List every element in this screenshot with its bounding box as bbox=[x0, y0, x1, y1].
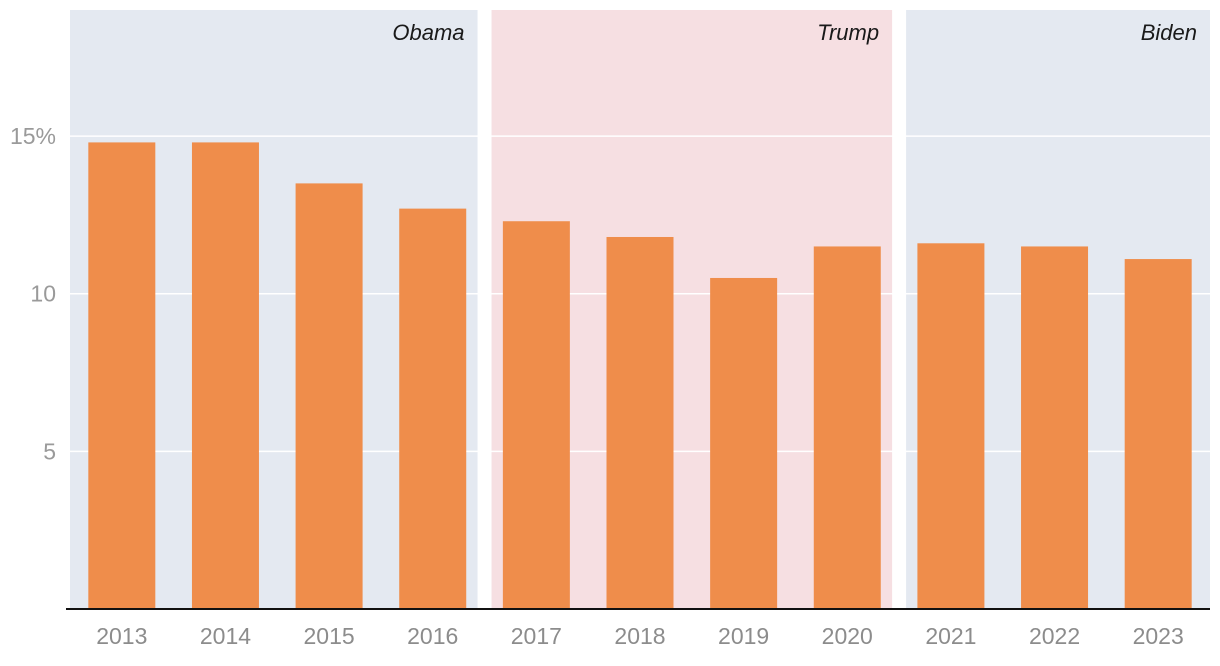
era-label-obama: Obama bbox=[392, 20, 464, 45]
bar-2013 bbox=[88, 142, 156, 609]
x-tick-label: 2016 bbox=[407, 623, 458, 649]
bar-2015 bbox=[295, 183, 363, 610]
bar-2017 bbox=[502, 221, 570, 609]
era-label-trump: Trump bbox=[817, 20, 879, 45]
era-label-biden: Biden bbox=[1141, 20, 1197, 45]
x-tick-label: 2023 bbox=[1133, 623, 1184, 649]
x-tick-label: 2022 bbox=[1029, 623, 1080, 649]
x-axis: 2013 2014 2015 2016 2017 2018 2019 2020 2021 2022… bbox=[96, 623, 1184, 649]
bar-2016 bbox=[399, 208, 467, 609]
era-labels: Obama Trump Biden bbox=[392, 20, 1197, 45]
y-tick-label: 5 bbox=[43, 438, 56, 464]
y-axis: 5 10 15% bbox=[10, 123, 56, 464]
x-tick-label: 2019 bbox=[718, 623, 769, 649]
bar-2021 bbox=[917, 243, 985, 609]
x-tick-label: 2013 bbox=[96, 623, 147, 649]
x-tick-label: 2021 bbox=[925, 623, 976, 649]
x-tick-label: 2017 bbox=[511, 623, 562, 649]
y-tick-label: 15% bbox=[10, 123, 56, 149]
y-tick-label: 10 bbox=[30, 281, 56, 307]
bar-2019 bbox=[710, 277, 778, 609]
bar-2018 bbox=[606, 236, 674, 609]
bar-2023 bbox=[1124, 259, 1192, 609]
x-tick-label: 2014 bbox=[200, 623, 251, 649]
bar-2014 bbox=[191, 142, 259, 609]
x-tick-label: 2020 bbox=[822, 623, 873, 649]
bars bbox=[88, 142, 1192, 610]
bar-2022 bbox=[1021, 246, 1089, 609]
x-tick-label: 2015 bbox=[304, 623, 355, 649]
bar-2020 bbox=[813, 246, 881, 609]
x-tick-label: 2018 bbox=[614, 623, 665, 649]
